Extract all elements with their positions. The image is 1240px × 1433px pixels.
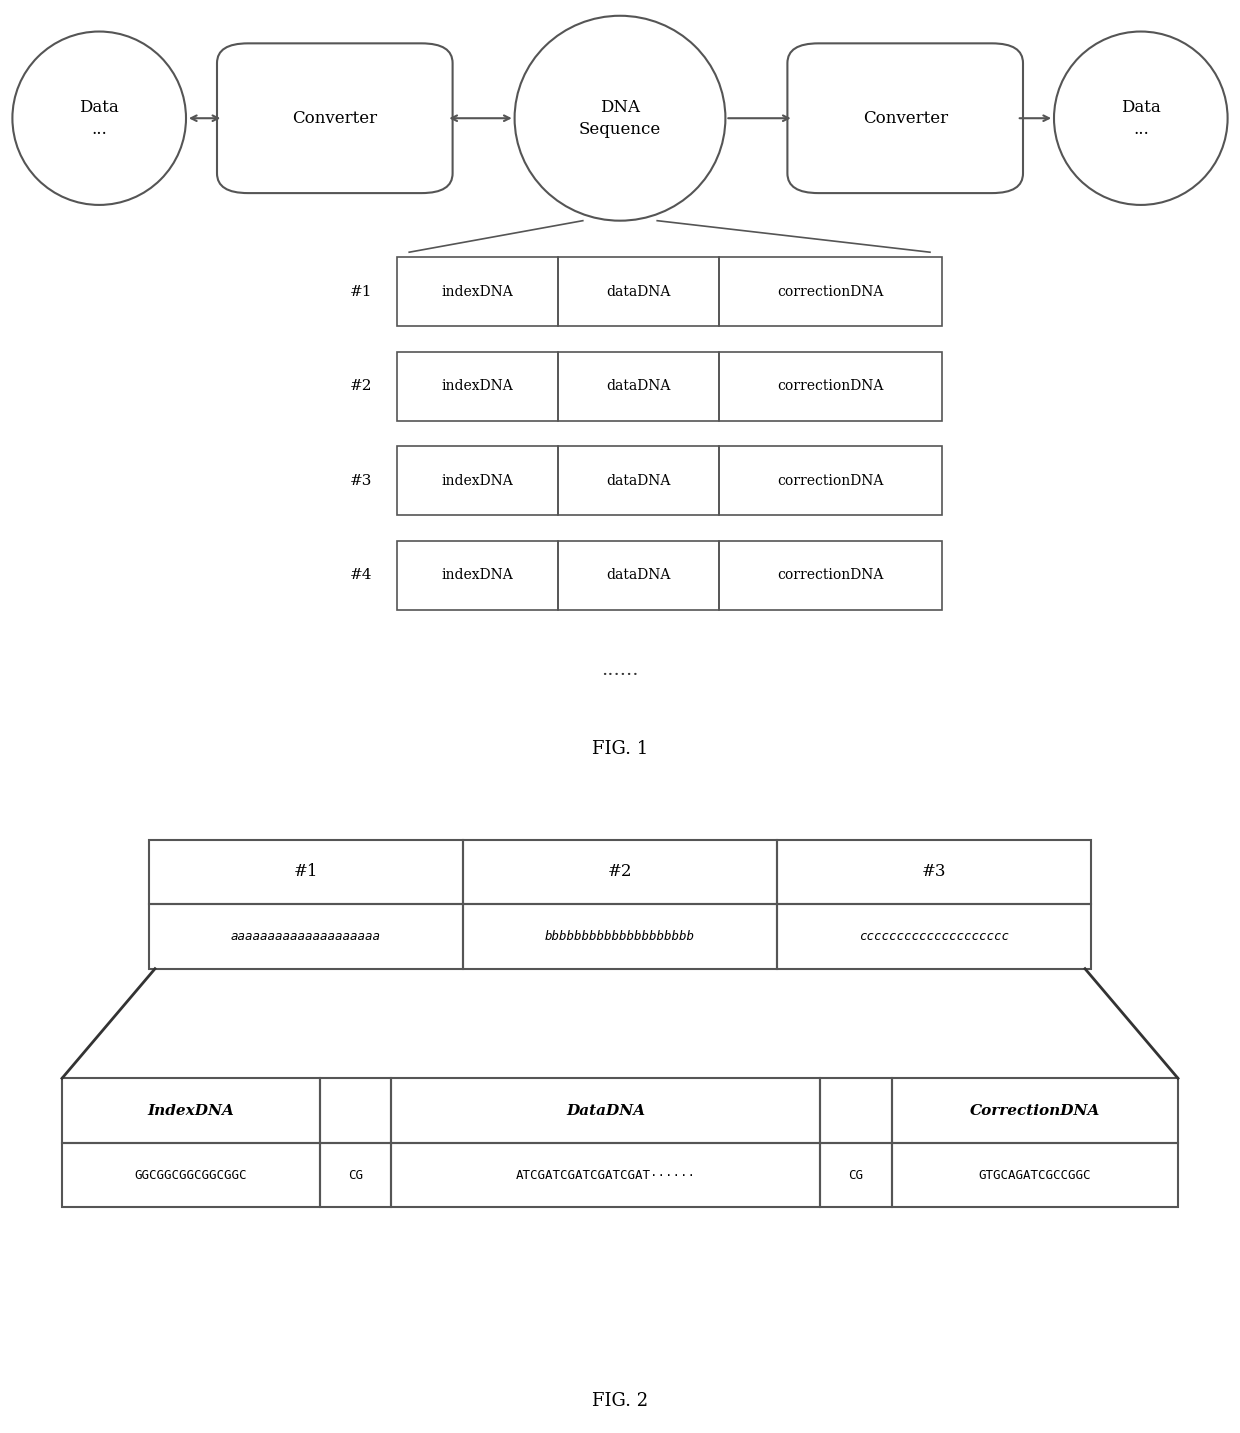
Bar xyxy=(777,840,1091,904)
Text: CG: CG xyxy=(848,1168,863,1182)
Text: #2: #2 xyxy=(608,864,632,880)
Bar xyxy=(463,904,777,969)
Text: Data
...: Data ... xyxy=(79,99,119,138)
Text: Converter: Converter xyxy=(863,110,947,126)
Text: indexDNA: indexDNA xyxy=(441,380,513,393)
Bar xyxy=(149,840,463,904)
Text: GTGCAGATCGCCGGC: GTGCAGATCGCCGGC xyxy=(978,1168,1091,1182)
Text: indexDNA: indexDNA xyxy=(441,285,513,298)
Bar xyxy=(777,904,1091,969)
Text: FIG. 1: FIG. 1 xyxy=(591,739,649,758)
Bar xyxy=(558,351,719,421)
Text: correctionDNA: correctionDNA xyxy=(777,380,884,393)
Bar xyxy=(397,446,558,516)
Text: #3: #3 xyxy=(921,864,946,880)
Text: Converter: Converter xyxy=(293,110,377,126)
Text: #4: #4 xyxy=(350,569,372,582)
Text: #2: #2 xyxy=(350,380,372,393)
Text: correctionDNA: correctionDNA xyxy=(777,569,884,582)
Bar xyxy=(719,446,942,516)
Bar xyxy=(62,1078,320,1144)
Bar xyxy=(391,1078,821,1144)
Text: ......: ...... xyxy=(601,661,639,679)
Text: CorrectionDNA: CorrectionDNA xyxy=(970,1103,1100,1118)
Text: dataDNA: dataDNA xyxy=(606,569,671,582)
Bar xyxy=(821,1078,892,1144)
Bar xyxy=(463,840,777,904)
Bar xyxy=(719,540,942,610)
Bar xyxy=(320,1078,391,1144)
Text: FIG. 2: FIG. 2 xyxy=(591,1391,649,1410)
Text: IndexDNA: IndexDNA xyxy=(148,1103,234,1118)
Text: bbbbbbbbbbbbbbbbbbbb: bbbbbbbbbbbbbbbbbbbb xyxy=(546,930,694,943)
Text: dataDNA: dataDNA xyxy=(606,285,671,298)
Text: indexDNA: indexDNA xyxy=(441,474,513,487)
Text: DNA
Sequence: DNA Sequence xyxy=(579,99,661,138)
Text: aaaaaaaaaaaaaaaaaaaa: aaaaaaaaaaaaaaaaaaaa xyxy=(231,930,381,943)
Bar xyxy=(320,1144,391,1207)
Bar xyxy=(397,351,558,421)
Text: #1: #1 xyxy=(294,864,319,880)
Text: dataDNA: dataDNA xyxy=(606,474,671,487)
Text: dataDNA: dataDNA xyxy=(606,380,671,393)
Bar xyxy=(892,1078,1178,1144)
Text: cccccccccccccccccccc: cccccccccccccccccccc xyxy=(859,930,1009,943)
Bar xyxy=(821,1144,892,1207)
Text: Data
...: Data ... xyxy=(1121,99,1161,138)
Text: ATCGATCGATCGATCGAT······: ATCGATCGATCGATCGAT······ xyxy=(516,1168,696,1182)
Bar xyxy=(719,351,942,421)
Bar xyxy=(397,257,558,327)
Text: DataDNA: DataDNA xyxy=(567,1103,645,1118)
Text: correctionDNA: correctionDNA xyxy=(777,285,884,298)
Bar xyxy=(719,257,942,327)
Bar xyxy=(391,1144,821,1207)
Bar xyxy=(149,904,463,969)
Text: #1: #1 xyxy=(350,285,372,298)
Text: CG: CG xyxy=(347,1168,363,1182)
Text: indexDNA: indexDNA xyxy=(441,569,513,582)
Bar xyxy=(558,446,719,516)
Text: #3: #3 xyxy=(350,474,372,487)
Bar xyxy=(397,540,558,610)
Bar xyxy=(892,1144,1178,1207)
Bar xyxy=(558,540,719,610)
Bar xyxy=(62,1144,320,1207)
Text: correctionDNA: correctionDNA xyxy=(777,474,884,487)
Bar xyxy=(558,257,719,327)
Text: GGCGGCGGCGGCGGC: GGCGGCGGCGGCGGC xyxy=(134,1168,247,1182)
